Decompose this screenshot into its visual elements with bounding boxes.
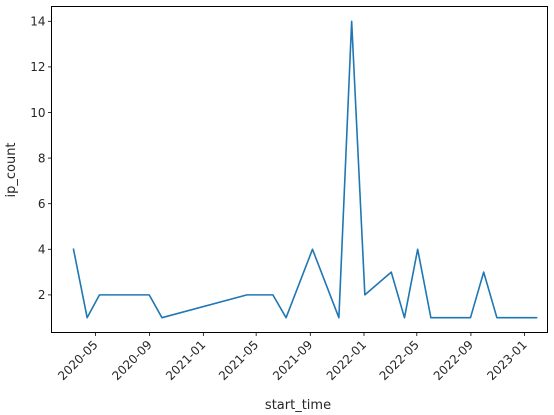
y-axis: 2 4 6 8 10 12 14 bbox=[30, 15, 52, 302]
x-tick-label: 2022-05 bbox=[377, 338, 422, 383]
y-tick-label: 10 bbox=[30, 106, 45, 120]
y-axis-label: ip_count bbox=[4, 142, 19, 197]
x-axis-label: start_time bbox=[265, 398, 331, 413]
y-tick-label: 14 bbox=[30, 15, 45, 29]
y-tick-label: 6 bbox=[38, 197, 46, 211]
plot-lines bbox=[72, 20, 538, 319]
x-axis: 2020-05 2020-09 2021-01 2021-05 2021-09 2022-… bbox=[55, 332, 530, 383]
y-tick-label: 2 bbox=[38, 288, 46, 302]
plot-area-frame bbox=[51, 6, 548, 333]
series-line bbox=[72, 20, 538, 319]
y-tick-label: 12 bbox=[30, 60, 45, 74]
x-tick-label: 2021-05 bbox=[216, 338, 261, 383]
x-tick-label: 2022-09 bbox=[431, 338, 476, 383]
x-tick-label: 2022-01 bbox=[324, 338, 369, 383]
x-tick-label: 2023-01 bbox=[484, 338, 529, 383]
x-tick-label: 2021-01 bbox=[163, 338, 208, 383]
x-tick-label: 2021-09 bbox=[270, 338, 315, 383]
x-tick-label: 2020-05 bbox=[55, 338, 100, 383]
x-tick-label: 2020-09 bbox=[109, 338, 154, 383]
y-tick-label: 8 bbox=[38, 151, 46, 165]
y-tick-label: 4 bbox=[38, 243, 46, 257]
